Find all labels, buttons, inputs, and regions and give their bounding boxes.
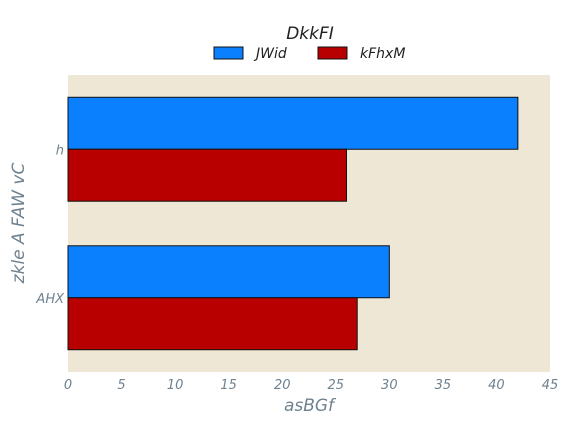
bar-kFhxM-AHX bbox=[67, 297, 358, 351]
x-tick-labels: 0 5 10 15 20 25 30 35 40 45 bbox=[64, 378, 558, 393]
legend-label: JWid bbox=[253, 46, 287, 62]
legend: JWid kFhxM bbox=[213, 46, 405, 62]
bar-JWid-AHX bbox=[67, 245, 390, 299]
chart-title: DkkFI bbox=[286, 24, 334, 44]
x-tick-label: 25 bbox=[328, 378, 345, 393]
bars-group bbox=[67, 96, 519, 351]
y-tick-label: AHX bbox=[35, 292, 65, 307]
x-tick-label: 35 bbox=[435, 378, 452, 393]
x-axis-label: asBGf bbox=[284, 396, 337, 416]
x-tick-label: 45 bbox=[542, 378, 559, 393]
legend-swatch bbox=[317, 46, 348, 60]
x-tick-label: 15 bbox=[220, 378, 237, 393]
y-tick-label: h bbox=[56, 143, 64, 158]
y-axis-label: zkle A FAW vC bbox=[9, 163, 29, 285]
y-tick-labels: AHX h bbox=[35, 143, 65, 307]
bar-kFhxM-h bbox=[67, 148, 347, 202]
x-tick-label: 20 bbox=[274, 378, 291, 393]
x-tick-label: 30 bbox=[381, 378, 398, 393]
x-tick-label: 0 bbox=[64, 378, 72, 393]
legend-label: kFhxM bbox=[360, 46, 405, 62]
x-tick-label: 5 bbox=[117, 378, 125, 393]
x-tick-label: 10 bbox=[167, 378, 184, 393]
x-tick-label: 40 bbox=[488, 378, 505, 393]
bar-JWid-h bbox=[67, 96, 519, 150]
legend-swatch bbox=[213, 46, 244, 60]
